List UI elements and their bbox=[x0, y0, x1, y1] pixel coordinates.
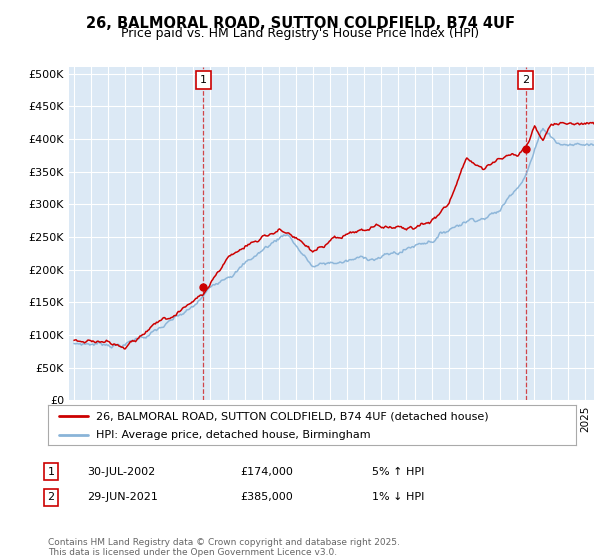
Text: 2: 2 bbox=[47, 492, 55, 502]
Text: 1% ↓ HPI: 1% ↓ HPI bbox=[372, 492, 424, 502]
Text: £174,000: £174,000 bbox=[240, 466, 293, 477]
Text: 2: 2 bbox=[522, 75, 529, 85]
Text: 5% ↑ HPI: 5% ↑ HPI bbox=[372, 466, 424, 477]
Text: Price paid vs. HM Land Registry's House Price Index (HPI): Price paid vs. HM Land Registry's House … bbox=[121, 27, 479, 40]
Text: 1: 1 bbox=[200, 75, 207, 85]
Text: £385,000: £385,000 bbox=[240, 492, 293, 502]
Text: 29-JUN-2021: 29-JUN-2021 bbox=[87, 492, 158, 502]
Text: HPI: Average price, detached house, Birmingham: HPI: Average price, detached house, Birm… bbox=[95, 430, 370, 440]
Text: 26, BALMORAL ROAD, SUTTON COLDFIELD, B74 4UF: 26, BALMORAL ROAD, SUTTON COLDFIELD, B74… bbox=[86, 16, 515, 31]
Text: Contains HM Land Registry data © Crown copyright and database right 2025.
This d: Contains HM Land Registry data © Crown c… bbox=[48, 538, 400, 557]
Text: 30-JUL-2002: 30-JUL-2002 bbox=[87, 466, 155, 477]
Text: 1: 1 bbox=[47, 466, 55, 477]
Text: 26, BALMORAL ROAD, SUTTON COLDFIELD, B74 4UF (detached house): 26, BALMORAL ROAD, SUTTON COLDFIELD, B74… bbox=[95, 411, 488, 421]
